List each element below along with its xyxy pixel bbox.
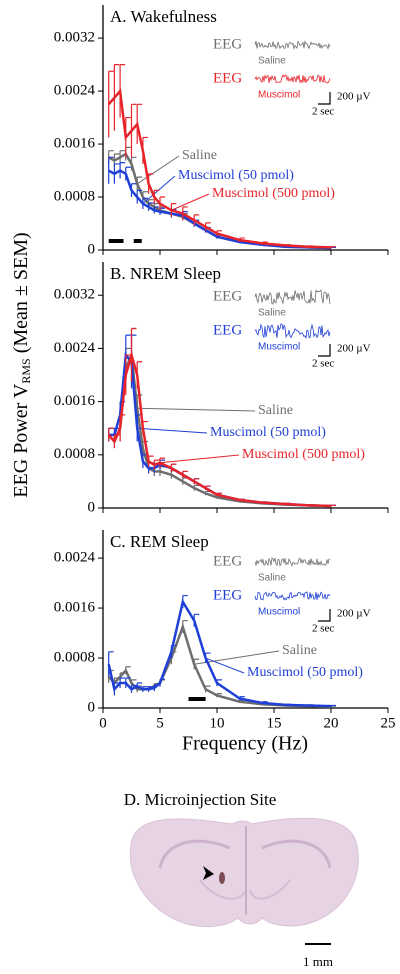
- slice-structure: [199, 879, 291, 900]
- series-label: Muscimol (500 pmol): [212, 186, 335, 201]
- inset-trace-name: Muscimol: [258, 607, 300, 618]
- label-leader: [136, 155, 180, 185]
- inset-trace-name: Muscimol: [258, 90, 300, 101]
- arrowhead: [203, 866, 214, 880]
- series-line: [107, 88, 332, 249]
- panel-title: C. REM Sleep: [110, 532, 209, 551]
- inset-scale-t: 2 sec: [312, 623, 334, 635]
- inset-eeg-label: EEG: [213, 70, 242, 86]
- eeg-trace: [254, 556, 331, 567]
- eeg-trace: [254, 289, 331, 305]
- y-tick-label: 0: [88, 499, 96, 515]
- inset-trace-name: Saline: [258, 573, 286, 584]
- y-label-tail: (Mean ± SEM): [10, 232, 32, 358]
- x-tick-label: 0: [99, 715, 107, 731]
- x-tick-label: 5: [156, 715, 164, 731]
- label-leader: [137, 427, 208, 434]
- label-leader: [205, 657, 245, 674]
- series-line: [107, 350, 332, 508]
- y-tick-label: 0.0016: [54, 393, 96, 409]
- inset-scale-bar: [318, 344, 331, 357]
- inset-scale-bar: [318, 609, 331, 622]
- y-tick-label: 0.0008: [54, 188, 95, 204]
- x-tick-label: 15: [267, 715, 282, 731]
- inset-eeg-label: EEG: [213, 288, 242, 304]
- series-label: Muscimol (50 pmol): [247, 665, 363, 680]
- brain-slice: [129, 817, 359, 928]
- y-tick-label: 0.0008: [54, 446, 95, 462]
- y-tick-label: 0.0024: [54, 340, 96, 356]
- y-tick-label: 0.0024: [54, 83, 96, 99]
- series-label: Muscimol (50 pmol): [178, 168, 294, 183]
- inset-eeg-label: EEG: [213, 322, 242, 338]
- significance-bar: [188, 697, 206, 701]
- series-label: Muscimol (500 pmol): [242, 447, 365, 462]
- y-tick-label: 0.0016: [54, 600, 96, 616]
- error-bar: [330, 504, 336, 507]
- label-leader: [159, 454, 240, 464]
- x-axis-label: Frequency (Hz): [182, 733, 308, 755]
- injection-site: [219, 872, 225, 884]
- inset-trace-name: Muscimol: [258, 342, 300, 353]
- y-tick-label: 0.0024: [54, 550, 96, 566]
- slice-structure: [158, 839, 332, 869]
- y-label-main: EEG Power V: [10, 383, 32, 498]
- inset-eeg-label: EEG: [213, 587, 242, 603]
- inset-scale-t: 2 sec: [312, 358, 334, 370]
- y-tick-label: 0.0008: [54, 649, 95, 665]
- inset-trace-name: Saline: [258, 56, 286, 67]
- x-tick-label: 20: [324, 715, 339, 731]
- y-tick-label: 0: [88, 699, 96, 715]
- inset-trace-name: Saline: [258, 308, 286, 319]
- series-label: Saline: [258, 403, 293, 418]
- series-line: [108, 169, 332, 250]
- panel-title: A. Wakefulness: [110, 7, 217, 26]
- inset-scale-v: 200 µV: [337, 91, 371, 103]
- slice-outline: [129, 817, 359, 928]
- y-label-sub: RMS: [19, 358, 33, 383]
- eeg-trace: [254, 39, 331, 51]
- error-bar: [330, 705, 336, 708]
- label-leader: [137, 407, 256, 412]
- eeg-trace: [254, 591, 331, 601]
- x-tick-label: 25: [381, 715, 396, 731]
- y-tick-label: 0.0032: [54, 287, 95, 303]
- series-label: Saline: [282, 643, 317, 658]
- inset-eeg-label: EEG: [213, 553, 242, 569]
- inset-scale-t: 2 sec: [312, 106, 334, 118]
- y-tick-label: 0: [88, 241, 96, 257]
- series-line: [107, 598, 332, 708]
- y-tick-label: 0.0032: [54, 30, 95, 46]
- inset-scale-bar: [318, 92, 331, 105]
- error-bar: [330, 246, 336, 249]
- series-label: Muscimol (50 pmol): [210, 425, 326, 440]
- label-leader: [171, 193, 210, 211]
- x-tick-label: 10: [210, 715, 225, 731]
- significance-bar: [133, 239, 142, 243]
- series-label: Saline: [182, 148, 217, 163]
- eeg-trace: [254, 323, 331, 340]
- eeg-trace: [254, 74, 331, 84]
- inset-eeg-label: EEG: [213, 36, 242, 52]
- inset-scale-v: 200 µV: [337, 608, 371, 620]
- y-axis-label: EEG Power VRMS (Mean ± SEM): [10, 232, 33, 497]
- panel-title: B. NREM Sleep: [110, 264, 221, 283]
- significance-bar: [108, 239, 124, 243]
- error-bar: [108, 156, 114, 184]
- scale-label: 1 mm: [303, 954, 333, 969]
- y-tick-label: 0.0016: [54, 135, 96, 151]
- panel-d-title: D. Microinjection Site: [124, 790, 277, 809]
- error-bar: [108, 651, 114, 677]
- inset-scale-v: 200 µV: [337, 343, 371, 355]
